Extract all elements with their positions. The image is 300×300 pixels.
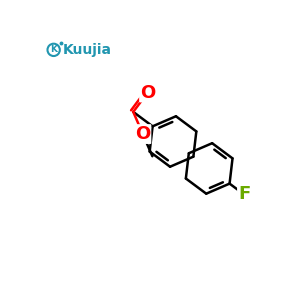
Text: K: K <box>50 45 57 54</box>
Text: F: F <box>238 185 250 203</box>
Text: O: O <box>135 125 150 143</box>
Text: Kuujia: Kuujia <box>63 43 112 57</box>
Text: O: O <box>140 83 155 101</box>
